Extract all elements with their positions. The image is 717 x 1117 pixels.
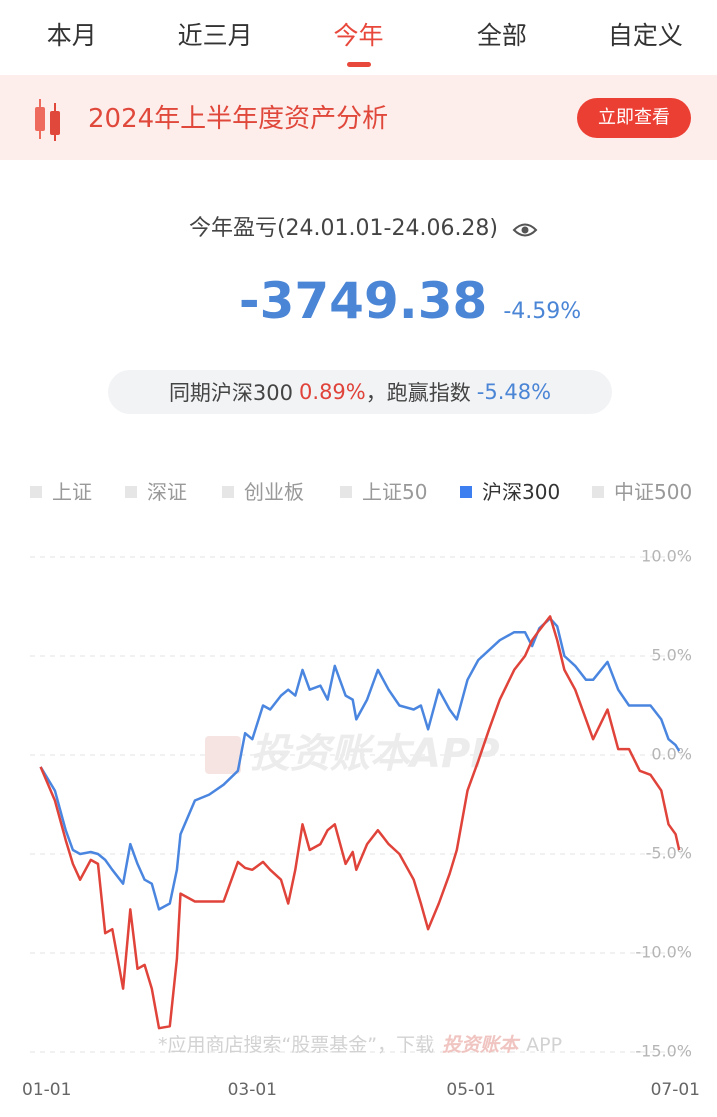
footnote-text: *应用商店搜索“股票基金”，下载 — [158, 1034, 434, 1056]
percent: -4.59% — [503, 299, 582, 324]
tab[interactable]: 今年 — [287, 0, 430, 75]
banner-icon — [35, 99, 60, 141]
banner-text: 2024年上半年度资产分析 — [88, 104, 389, 134]
legend-swatch — [125, 486, 137, 498]
excess-return: -5.48% — [476, 380, 552, 404]
watermark: 投资账本APP — [250, 731, 500, 777]
legend-swatch — [30, 486, 42, 498]
y-tick-label: -5.0% — [646, 844, 692, 863]
legend-item[interactable]: 上证50 — [340, 478, 427, 506]
legend-swatch — [592, 486, 604, 498]
eye-icon[interactable] — [512, 219, 538, 241]
legend-label: 上证 — [52, 480, 92, 504]
banner[interactable]: 2024年上半年度资产分析 立即查看 — [0, 75, 717, 160]
legend-swatch — [460, 486, 472, 498]
summary-title: 今年盈亏(24.01.01-24.06.28) — [0, 210, 717, 242]
footnote-app: APP — [526, 1034, 562, 1056]
legend-label: 深证 — [147, 480, 187, 504]
legend-label: 中证500 — [614, 480, 693, 504]
legend-swatch — [340, 486, 352, 498]
tab[interactable]: 自定义 — [607, 21, 683, 50]
compare-label: 同期沪深300 — [168, 381, 294, 405]
x-tick-label: 05-01 — [446, 1080, 495, 1100]
tab[interactable]: 全部 — [476, 21, 527, 50]
footnote-brand: 投资账本 — [442, 1034, 521, 1056]
x-tick-label: 07-01 — [651, 1080, 700, 1100]
view-button[interactable]: 立即查看 — [577, 98, 691, 138]
y-tick-label: 10.0% — [641, 547, 692, 566]
legend-label: 上证50 — [362, 480, 428, 504]
chart: 10.0% 5.0% 0.0% -5.0% -10.0% -15.0% 投资账本APP 01-… — [22, 547, 700, 1101]
legend-label: 创业板 — [244, 480, 304, 504]
watermark-logo — [205, 736, 241, 774]
tab[interactable]: 本月 — [46, 21, 97, 50]
series-line — [39, 615, 681, 1030]
summary-title-text: 今年盈亏(24.01.01-24.06.28) — [188, 216, 499, 241]
tab-bar: 本月 近三月 今年 全部 自定义 — [0, 0, 717, 75]
y-tick-label: 0.0% — [651, 745, 692, 764]
amount: -3749.38 — [238, 272, 488, 330]
tab[interactable]: 近三月 — [177, 21, 253, 50]
x-tick-label: 03-01 — [228, 1080, 277, 1100]
series-line — [39, 617, 681, 911]
y-tick-label: -15.0% — [635, 1042, 692, 1061]
x-tick-label: 01-01 — [22, 1080, 71, 1100]
legend: 上证 深证 创业板 上证50 沪深300 中证500 — [0, 478, 717, 506]
y-tick-label: -10.0% — [635, 943, 692, 962]
footnote: *应用商店搜索“股票基金”，下载 投资账本 APP — [158, 1034, 562, 1056]
amount-row: -3749.38 -4.59% — [0, 272, 620, 330]
legend-item[interactable]: 深证 — [125, 478, 187, 506]
beat-label: ，跑赢指数 — [365, 381, 471, 405]
legend-swatch — [222, 486, 234, 498]
legend-item[interactable]: 沪深300 — [460, 478, 560, 506]
legend-item[interactable]: 中证500 — [592, 478, 692, 506]
index-return: 0.89% — [299, 380, 366, 404]
legend-label: 沪深300 — [482, 480, 561, 504]
compare-pill: 同期沪深300 0.89% ，跑赢指数 -5.48% — [108, 370, 612, 414]
y-tick-label: 5.0% — [651, 646, 692, 665]
legend-item[interactable]: 上证 — [30, 478, 92, 506]
legend-item[interactable]: 创业板 — [222, 478, 304, 506]
